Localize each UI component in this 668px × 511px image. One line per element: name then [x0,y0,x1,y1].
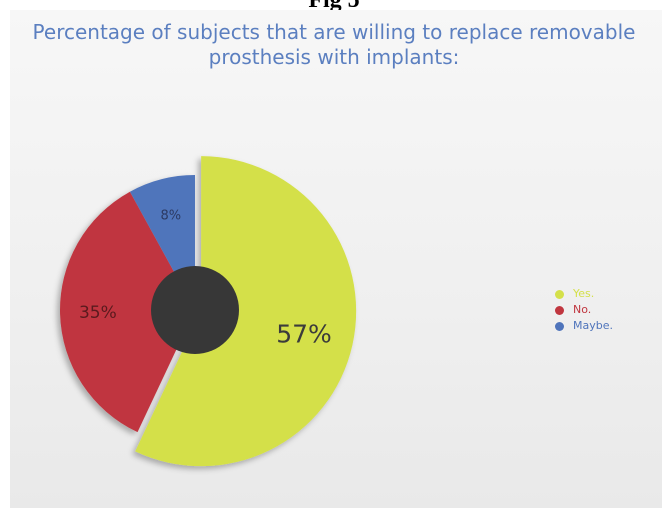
legend-item-no: No. [555,302,613,318]
slice-label-no: 35% [79,303,117,323]
legend-swatch [555,289,564,299]
legend-label: Yes. [573,287,595,300]
chart-legend: Yes. No. Maybe. [555,286,613,334]
legend-swatch [555,305,564,315]
legend-label: Maybe. [573,319,613,332]
legend-item-maybe: Maybe. [555,318,613,334]
legend-item-yes: Yes. [555,286,613,302]
legend-label: No. [573,303,592,316]
legend-swatch [555,321,564,331]
pie-slice-no [60,191,195,433]
chart-title-line-2: prosthesis with implants: [208,45,460,69]
pie-slice-yes [135,156,357,467]
chart-title: Percentage of subjects that are willing … [0,20,668,70]
pie-center-hole [151,266,239,354]
chart-title-line-1: Percentage of subjects that are willing … [32,20,636,44]
slice-label-yes: 57% [276,320,332,349]
slice-label-maybe: 8% [161,208,182,223]
figure-caption: Fig 5 [308,0,360,13]
